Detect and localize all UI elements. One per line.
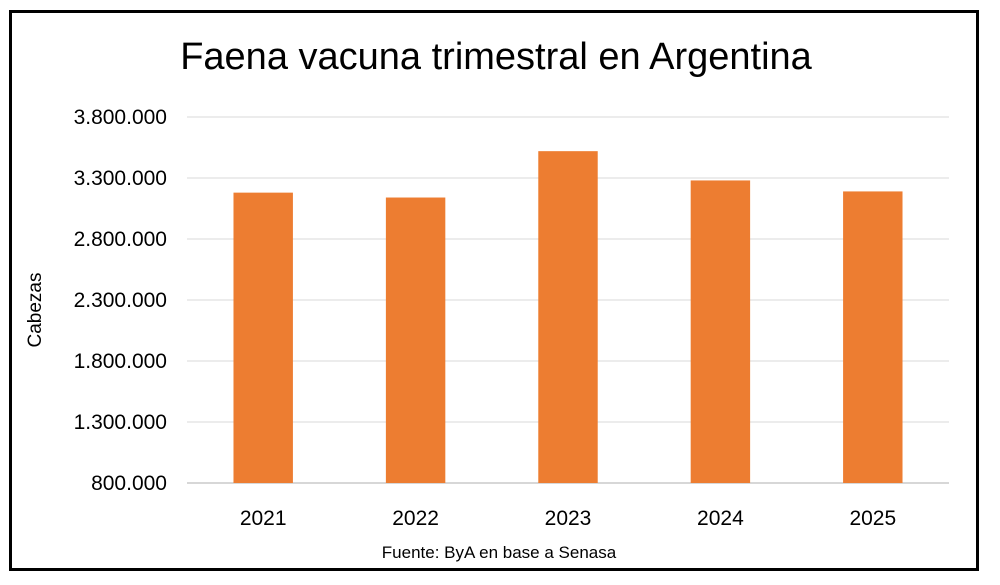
y-tick-label: 800.000 xyxy=(91,472,167,495)
y-axis-label: Cabezas xyxy=(25,273,46,348)
chart-title: Faena vacuna trimestral en Argentina xyxy=(180,36,812,78)
source-note: Fuente: ByA en base a Senasa xyxy=(382,543,617,562)
x-tick-label: 2021 xyxy=(240,507,287,530)
y-tick-label: 3.800.000 xyxy=(74,106,167,129)
x-tick-label: 2023 xyxy=(545,507,592,530)
bar-2023 xyxy=(538,151,598,483)
y-tick-label: 1.800.000 xyxy=(74,350,167,373)
y-axis-ticks: 800.000 1.300.000 1.800.000 2.300.000 2.800.… xyxy=(74,106,167,495)
x-tick-label: 2024 xyxy=(697,507,744,530)
x-tick-label: 2022 xyxy=(392,507,439,530)
y-tick-label: 2.800.000 xyxy=(74,228,167,251)
x-tick-label: 2025 xyxy=(849,507,896,530)
y-tick-label: 1.300.000 xyxy=(74,411,167,434)
bar-layer xyxy=(233,151,903,484)
bar-2022 xyxy=(385,197,446,483)
x-axis-ticks: 2021 2022 2023 2024 2025 xyxy=(240,507,896,530)
bar-2024 xyxy=(690,180,751,483)
chart-frame xyxy=(9,10,979,571)
y-tick-label: 3.300.000 xyxy=(74,167,167,190)
bar-2025 xyxy=(843,191,903,484)
bar-2021 xyxy=(233,192,293,483)
y-tick-label: 2.300.000 xyxy=(74,289,167,312)
